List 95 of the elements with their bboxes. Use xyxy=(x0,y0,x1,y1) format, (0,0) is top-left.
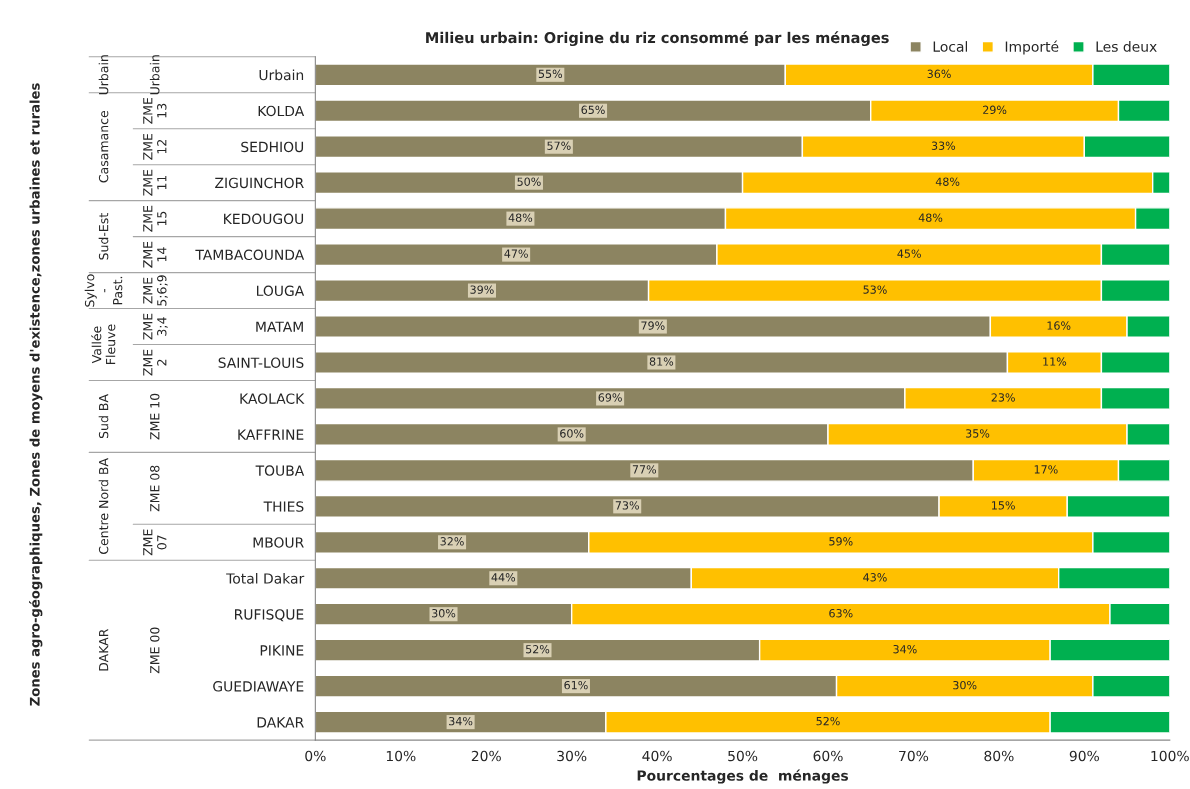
data-label: 44% xyxy=(491,573,516,582)
y-tick-label: DAKAR xyxy=(257,717,304,728)
data-label: 69% xyxy=(598,393,622,402)
legend-label: Local xyxy=(933,41,968,52)
y-tick-label: KAOLACK xyxy=(240,393,305,404)
y-tick-label: SAINT-LOUIS xyxy=(218,357,304,368)
data-label: 11% xyxy=(1043,357,1067,366)
data-label: 43% xyxy=(863,573,887,582)
x-tick-label: 40% xyxy=(642,750,672,762)
data-label: 15% xyxy=(992,501,1015,510)
legend-label: Les deux xyxy=(1096,41,1157,52)
data-label: 48% xyxy=(935,177,960,186)
y-tick-label: MATAM xyxy=(256,321,303,332)
data-label: 34% xyxy=(449,716,473,726)
data-label: 50% xyxy=(517,177,541,186)
data-label: 48% xyxy=(918,213,943,222)
x-tick-label: 90% xyxy=(1069,750,1099,762)
text: ZME 11 xyxy=(143,169,167,196)
data-label: 60% xyxy=(560,429,584,438)
y-tick-label: Total Dakar xyxy=(226,572,305,584)
data-label: 36% xyxy=(927,69,951,79)
data-label: 77% xyxy=(632,465,657,474)
text: Urbain xyxy=(98,55,109,95)
x-axis-title: Pourcentages de ménages xyxy=(637,769,849,784)
y-tick-label: KEDOUGOU xyxy=(224,213,304,225)
text: ZME 07 xyxy=(143,529,167,556)
data-label: 61% xyxy=(564,680,588,690)
data-label: 30% xyxy=(953,680,977,690)
text: ZME 14 xyxy=(143,241,167,268)
text: Urbain xyxy=(149,55,160,95)
text: ZME 08 xyxy=(150,465,160,512)
data-label: 17% xyxy=(1034,465,1058,474)
data-label: 73% xyxy=(615,501,639,510)
text: Sud BA xyxy=(98,394,109,439)
text: ZME 3;4 xyxy=(143,313,168,340)
y-tick-label: TOUBA xyxy=(255,465,305,476)
data-label: 33% xyxy=(931,141,956,150)
data-label: 39% xyxy=(470,285,494,294)
y-tick-label: PIKINE xyxy=(260,645,304,656)
legend-label: Importé xyxy=(1005,40,1059,55)
data-label: 45% xyxy=(897,249,921,258)
x-tick-label: 100% xyxy=(1151,750,1189,762)
data-label: 81% xyxy=(649,357,674,366)
data-label: 52% xyxy=(526,645,550,654)
data-label: 57% xyxy=(547,141,571,150)
data-label: 55% xyxy=(538,69,563,79)
x-tick-label: 10% xyxy=(386,750,416,762)
data-label: 29% xyxy=(983,105,1007,114)
x-tick-label: 60% xyxy=(813,750,843,762)
text: ZME 00 xyxy=(150,627,160,674)
data-label: 65% xyxy=(581,105,605,114)
y-tick-label: MBOUR xyxy=(253,537,304,548)
text: ZME 10 xyxy=(150,393,160,440)
data-label: 23% xyxy=(991,393,1015,402)
data-label: 59% xyxy=(829,537,853,546)
x-tick-label: 80% xyxy=(984,750,1014,762)
text: ZME 5;6;9 xyxy=(143,275,168,306)
text: Centre Nord BA xyxy=(98,458,109,554)
y-tick-label: TAMBACOUNDA xyxy=(195,249,305,261)
x-tick-label: 70% xyxy=(899,750,929,762)
text: ZME 12 xyxy=(143,133,167,160)
text: Vallée Fleuve xyxy=(91,324,116,364)
text: Sud-Est xyxy=(98,213,109,260)
chart-title: Milieu urbain: Origine du riz consommé par les ménages xyxy=(426,31,889,47)
y-tick-label: SEDHIOU xyxy=(241,141,304,153)
data-label: 34% xyxy=(893,645,917,654)
y-tick-label: GUEDIAWAYE xyxy=(213,681,304,692)
text: ZME 13 xyxy=(143,97,167,124)
x-tick-label: 50% xyxy=(728,750,758,762)
data-label: 63% xyxy=(829,609,853,618)
data-label: 48% xyxy=(508,213,533,222)
y-tick-label: Urbain xyxy=(259,69,304,81)
data-label: 30% xyxy=(432,609,456,618)
text: Sylvo - Past. xyxy=(84,274,123,307)
x-tick-label: 0% xyxy=(305,750,326,762)
x-tick-label: 30% xyxy=(557,750,587,762)
data-label: 52% xyxy=(816,716,840,726)
text: ZME 15 xyxy=(143,205,167,232)
y-tick-label: KOLDA xyxy=(258,105,305,117)
data-label: 32% xyxy=(440,537,464,546)
data-label: 35% xyxy=(966,429,990,438)
y-tick-label: ZIGUINCHOR xyxy=(215,177,304,189)
text: Casamance xyxy=(98,110,109,183)
x-tick-label: 20% xyxy=(471,750,501,762)
y-tick-label: THIES xyxy=(263,501,304,512)
data-label: 47% xyxy=(504,249,528,258)
y-tick-label: KAFFRINE xyxy=(238,429,304,440)
y-tick-label: LOUGA xyxy=(257,285,305,297)
text: DAKAR xyxy=(99,628,109,671)
data-label: 79% xyxy=(641,321,665,330)
text: ZME 2 xyxy=(143,349,167,376)
data-label: 53% xyxy=(863,285,887,294)
y-tick-label: RUFISQUE xyxy=(235,609,304,622)
text: Zones agro-géographiques, Zones de moyens d'existence,zones urbaines et rurales xyxy=(29,83,43,706)
data-label: 16% xyxy=(1047,321,1071,330)
